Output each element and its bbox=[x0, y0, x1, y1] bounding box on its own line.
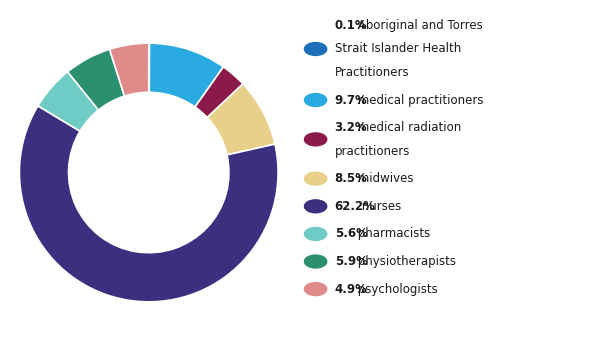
Text: Strait Islander Health: Strait Islander Health bbox=[334, 42, 461, 56]
Text: 5.9%: 5.9% bbox=[334, 255, 368, 268]
Wedge shape bbox=[68, 49, 124, 110]
Text: 9.7%: 9.7% bbox=[334, 93, 367, 107]
Text: practitioners: practitioners bbox=[334, 145, 410, 158]
Text: medical practitioners: medical practitioners bbox=[354, 93, 483, 107]
Text: 3.2%: 3.2% bbox=[334, 121, 367, 134]
Text: 62.2%: 62.2% bbox=[334, 200, 375, 213]
Text: physiotherapists: physiotherapists bbox=[354, 255, 456, 268]
Text: nurses: nurses bbox=[358, 200, 401, 213]
Wedge shape bbox=[195, 67, 243, 118]
Wedge shape bbox=[109, 43, 149, 96]
Text: 4.9%: 4.9% bbox=[334, 283, 368, 296]
Wedge shape bbox=[207, 84, 275, 155]
Wedge shape bbox=[149, 43, 223, 107]
Text: medical radiation: medical radiation bbox=[354, 121, 461, 134]
Wedge shape bbox=[38, 72, 98, 131]
Text: psychologists: psychologists bbox=[354, 283, 437, 296]
Text: 0.1%: 0.1% bbox=[334, 19, 367, 32]
Text: 5.6%: 5.6% bbox=[334, 227, 368, 240]
Wedge shape bbox=[20, 106, 278, 302]
Text: Aboriginal and Torres: Aboriginal and Torres bbox=[354, 19, 483, 32]
Text: pharmacists: pharmacists bbox=[354, 227, 430, 240]
Text: Practitioners: Practitioners bbox=[334, 66, 409, 79]
Text: 8.5%: 8.5% bbox=[334, 172, 368, 185]
Text: midwives: midwives bbox=[354, 172, 414, 185]
